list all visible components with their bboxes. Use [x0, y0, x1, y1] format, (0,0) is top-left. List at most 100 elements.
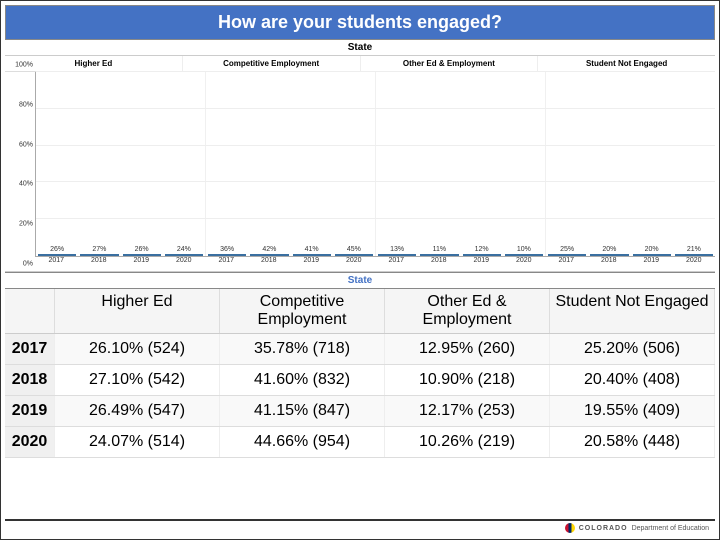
x-tick-label: 2020: [503, 257, 546, 271]
bar: [675, 254, 713, 256]
bar-value-label: 20%: [645, 246, 659, 253]
bar-value-label: 11%: [433, 246, 447, 253]
grid-line: [36, 145, 715, 146]
table-header-row: Higher Ed Competitive Employment Other E…: [5, 289, 715, 334]
x-tick-label: 2019: [460, 257, 503, 271]
x-tick-label: 2017: [545, 257, 588, 271]
grid-line: [36, 71, 715, 72]
table-data-cell: 12.17% (253): [385, 396, 550, 426]
bar-value-label: 21%: [687, 246, 701, 253]
x-tick-label: 2020: [163, 257, 206, 271]
bar: [463, 254, 501, 256]
bar-slot: 26%: [121, 246, 163, 256]
bar: [38, 254, 76, 256]
table-year-cell: 2020: [5, 427, 55, 457]
bar: [335, 254, 373, 256]
table-row: 201726.10% (524)35.78% (718)12.95% (260)…: [5, 334, 715, 365]
table-year-cell: 2018: [5, 365, 55, 395]
bar-slot: 45%: [333, 246, 375, 256]
bar-value-label: 24%: [177, 246, 191, 253]
grid-line: [36, 108, 715, 109]
table-header-cell: [5, 289, 55, 333]
bar-slot: 13%: [376, 246, 418, 256]
bar: [548, 254, 586, 256]
table-row: 201827.10% (542)41.60% (832)10.90% (218)…: [5, 365, 715, 396]
category-header-row: Higher Ed Competitive Employment Other E…: [5, 56, 715, 72]
table-row: 202024.07% (514)44.66% (954)10.26% (219)…: [5, 427, 715, 458]
bar-slot: 41%: [291, 246, 333, 256]
table-data-cell: 20.58% (448): [550, 427, 715, 457]
x-tick-label: 2020: [673, 257, 716, 271]
bar-slot: 25%: [546, 246, 588, 256]
x-tick-label: 2017: [35, 257, 78, 271]
state-label-top: State: [5, 40, 715, 56]
bar-slot: 24%: [163, 246, 205, 256]
bar: [505, 254, 543, 256]
bar: [590, 254, 628, 256]
y-axis: 0%20%40%60%80%100%: [5, 72, 35, 271]
table-data-cell: 20.40% (408): [550, 365, 715, 395]
x-tick-label: 2017: [375, 257, 418, 271]
x-axis-labels: 2017201820192020201720182019202020172018…: [35, 257, 715, 271]
y-tick-label: 60%: [19, 141, 33, 148]
bar: [80, 254, 118, 256]
bar-group: 36%42%41%45%: [206, 72, 376, 256]
bar-slot: 10%: [503, 246, 545, 256]
bar-value-label: 10%: [517, 246, 531, 253]
x-tick-label: 2018: [418, 257, 461, 271]
bar-value-label: 20%: [602, 246, 616, 253]
bar-slot: 42%: [248, 246, 290, 256]
table-data-cell: 26.10% (524): [55, 334, 220, 364]
bar-slot: 20%: [631, 246, 673, 256]
bar: [378, 254, 416, 256]
bar-value-label: 25%: [560, 246, 574, 253]
grid-line: [36, 218, 715, 219]
bar-group: 26% 27% 26% 24%: [36, 72, 206, 256]
x-tick-label: 2018: [248, 257, 291, 271]
table-header-cell: Higher Ed: [55, 289, 220, 333]
table-header-cell: Other Ed & Employment: [385, 289, 550, 333]
cat-header: Student Not Engaged: [538, 56, 715, 71]
y-tick-label: 100%: [15, 62, 33, 69]
y-tick-label: 20%: [19, 221, 33, 228]
x-label-group: 2017201820192020: [205, 257, 375, 271]
bar-value-label: 12%: [475, 246, 489, 253]
x-tick-label: 2018: [588, 257, 631, 271]
table-data-cell: 10.26% (219): [385, 427, 550, 457]
bar-group: 25% 20% 20% 21%: [546, 72, 715, 256]
bar: [420, 254, 458, 256]
bar: [208, 254, 246, 256]
bar-slot: 20%: [588, 246, 630, 256]
footer-dept: Department of Education: [632, 525, 709, 532]
dashboard-container: How are your students engaged? State Hig…: [1, 1, 719, 539]
bar-value-label: 27%: [92, 246, 106, 253]
bar: [293, 254, 331, 256]
bar-slot: 12%: [461, 246, 503, 256]
logo-icon: [565, 523, 575, 533]
page-title: How are your students engaged?: [218, 12, 502, 32]
y-tick-label: 0%: [23, 261, 33, 268]
table-row: 201926.49% (547)41.15% (847)12.17% (253)…: [5, 396, 715, 427]
bar: [250, 254, 288, 256]
table-data-cell: 10.90% (218): [385, 365, 550, 395]
x-tick-label: 2020: [333, 257, 376, 271]
x-tick-label: 2019: [120, 257, 163, 271]
plot-area: 26%27%26%24%36%42%41%45%13%11%12%10%25%2…: [35, 72, 715, 257]
bar-value-label: 26%: [50, 246, 64, 253]
table-data-cell: 19.55% (409): [550, 396, 715, 426]
table-data-cell: 24.07% (514): [55, 427, 220, 457]
table-data-cell: 25.20% (506): [550, 334, 715, 364]
table-data-cell: 26.49% (547): [55, 396, 220, 426]
state-label-mid: State: [5, 272, 715, 289]
bar-slot: 27%: [78, 246, 120, 256]
x-label-group: 2017201820192020: [375, 257, 545, 271]
x-tick-label: 2019: [290, 257, 333, 271]
bar-value-label: 41%: [305, 246, 319, 253]
x-tick-label: 2018: [78, 257, 121, 271]
bar-value-label: 45%: [347, 246, 361, 253]
cat-header: Other Ed & Employment: [361, 56, 539, 71]
bar-slot: 11%: [418, 246, 460, 256]
table-header-cell: Competitive Employment: [220, 289, 385, 333]
bar-group: 13% 11% 12% 10%: [376, 72, 546, 256]
table-data-cell: 44.66% (954): [220, 427, 385, 457]
